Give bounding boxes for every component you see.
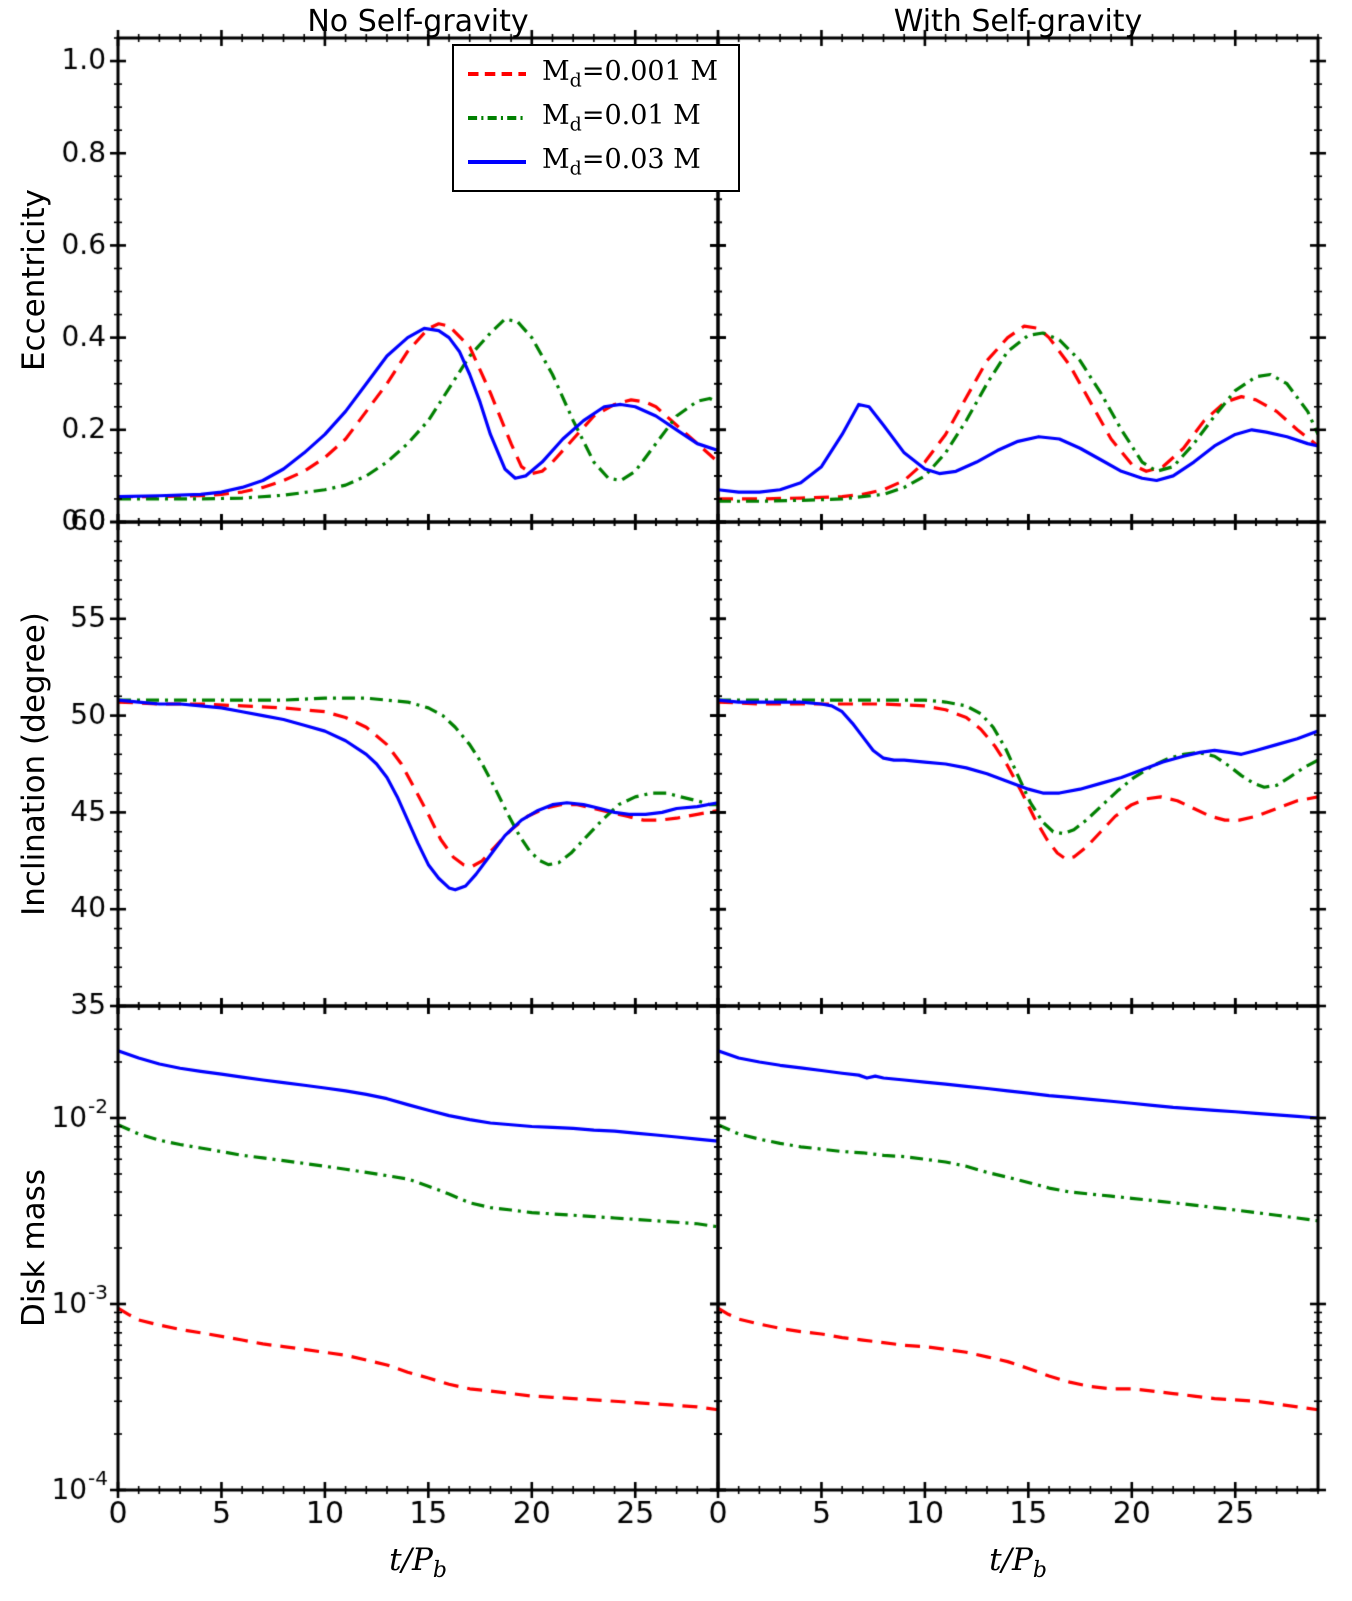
legend-label: Md=0.01 M: [542, 100, 701, 136]
xlabel-main: t/P: [389, 1542, 433, 1578]
legend-line-icon: [468, 72, 526, 76]
legend-label: Md=0.03 M: [542, 144, 701, 180]
legend-line-icon: [468, 160, 526, 164]
ylabel-disk-mass: Disk mass: [16, 1169, 52, 1327]
ylabel-eccentricity: Eccentricity: [16, 188, 52, 372]
legend-label: Md=0.001 M: [542, 56, 718, 92]
xlabel-left: t/Pb: [389, 1542, 447, 1583]
xlabel-sub: b: [1032, 1558, 1047, 1584]
legend-line-icon: [468, 116, 526, 120]
legend-item: Md=0.001 M: [468, 54, 718, 94]
column-title-no-self-gravity: No Self-gravity: [307, 4, 529, 39]
xlabel-main: t/P: [989, 1542, 1033, 1578]
legend-item: Md=0.01 M: [468, 98, 718, 138]
legend: Md=0.001 M Md=0.01 M Md=0.03 M: [452, 44, 740, 192]
column-title-with-self-gravity: With Self-gravity: [893, 4, 1143, 39]
ylabel-inclination: Inclination (degree): [16, 612, 52, 916]
legend-item: Md=0.03 M: [468, 142, 718, 182]
xlabel-sub: b: [432, 1558, 447, 1584]
xlabel-right: t/Pb: [989, 1542, 1047, 1583]
